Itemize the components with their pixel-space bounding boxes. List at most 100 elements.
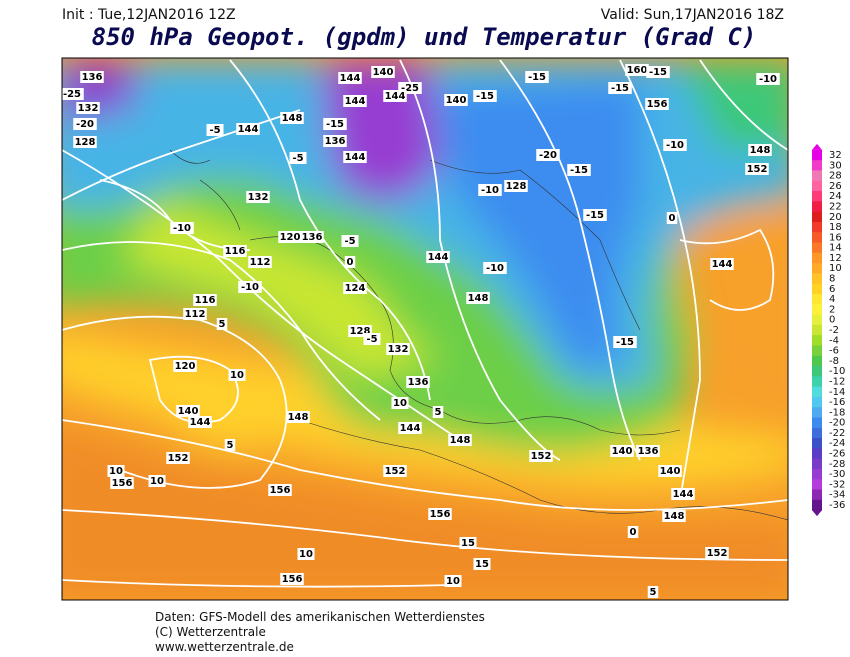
colorbar-label: 18 <box>829 222 842 233</box>
isoline-label-bg <box>613 336 637 348</box>
isoline-label-bg <box>428 508 452 520</box>
isoline-label-bg <box>444 575 462 587</box>
isoline-label: 120 <box>280 232 301 243</box>
isoline-label: 144 <box>385 91 406 102</box>
isoline-label-bg <box>432 406 444 418</box>
isoline-label: 140 <box>373 67 394 78</box>
colorbar-label: -22 <box>829 428 845 439</box>
colorbar-swatch <box>812 160 822 171</box>
isoline-label-bg <box>529 450 553 462</box>
colorbar-label: 14 <box>829 243 842 254</box>
isoline-label: 136 <box>302 232 323 243</box>
colorbar-label: 24 <box>829 191 842 202</box>
isoline-label: -10 <box>173 223 191 234</box>
isoline-label: 112 <box>250 257 271 268</box>
colorbar-label: -24 <box>829 438 845 449</box>
isoline-label: 152 <box>747 164 768 175</box>
colorbar-swatch <box>812 149 822 161</box>
footer-url: www.wetterzentrale.de <box>155 640 294 654</box>
isoline-label: 156 <box>270 485 291 496</box>
isoline-label: -15 <box>326 119 344 130</box>
colorbar-cap-bottom <box>812 510 822 517</box>
isoline-label: 116 <box>195 295 216 306</box>
isoline-label-bg <box>406 376 430 388</box>
isoline-label-bg <box>224 439 236 451</box>
colorbar-label: 30 <box>829 160 842 171</box>
colorbar-label: -26 <box>829 449 845 460</box>
colorbar-swatch <box>812 386 822 398</box>
isoline-label-bg <box>745 163 769 175</box>
footer-copyright: (C) Wetterzentrale <box>155 625 266 639</box>
colorbar-label: 6 <box>829 284 835 295</box>
isoline-label-bg <box>663 139 687 151</box>
isoline-label-bg <box>658 465 682 477</box>
isoline-label-bg <box>280 112 304 124</box>
isoline-label-bg <box>386 343 410 355</box>
isoline-label: 10 <box>150 476 164 487</box>
isoline-label: 156 <box>112 478 133 489</box>
colorbar-label: -12 <box>829 376 845 387</box>
isoline-label: -15 <box>476 91 494 102</box>
colorbar-label: 20 <box>829 212 842 223</box>
isoline-label-bg <box>448 434 472 446</box>
isoline-label-bg <box>323 118 347 130</box>
isoline-label-bg <box>567 164 591 176</box>
isoline-label-bg <box>343 282 367 294</box>
colorbar-swatch <box>812 438 822 449</box>
colorbar-swatch <box>812 252 822 264</box>
colorbar-label: 2 <box>829 304 835 315</box>
isoline-label-bg <box>238 281 262 293</box>
isoline-label-bg <box>671 488 695 500</box>
isoline-label: -15 <box>528 72 546 83</box>
isoline-label: 156 <box>430 509 451 520</box>
isoline-label: 132 <box>78 103 99 114</box>
isoline-label-bg <box>73 136 97 148</box>
isoline-label: 156 <box>647 99 668 110</box>
colorbar-label: 32 <box>829 150 842 161</box>
isoline-label-bg <box>473 558 491 570</box>
isoline-label: -10 <box>486 263 504 274</box>
isoline-label: -20 <box>539 150 557 161</box>
isoline-label: 144 <box>400 423 421 434</box>
isoline-label: 144 <box>345 96 366 107</box>
isoline-label: 0 <box>669 213 676 224</box>
isoline-label-bg <box>236 123 260 135</box>
isoline-label-bg <box>176 405 200 417</box>
isoline-label: 10 <box>299 549 313 560</box>
isoline-label: 156 <box>282 574 303 585</box>
isoline-label: -25 <box>63 89 81 100</box>
colorbar-label: 28 <box>829 171 842 182</box>
colorbar-swatch <box>812 396 822 408</box>
isoline-label-bg <box>371 66 395 78</box>
isoline-label-bg <box>363 333 381 345</box>
isoline-label-bg <box>110 477 134 489</box>
isoline-label: 136 <box>325 136 346 147</box>
isoline-label-bg <box>183 308 207 320</box>
isoline-label: 144 <box>712 259 733 270</box>
colorbar-swatch <box>812 273 822 285</box>
map-title: 850 hPa Geopot. (gpdm) und Temperatur (G… <box>92 23 757 51</box>
isoline-label-bg <box>483 262 507 274</box>
footer-source: Daten: GFS-Modell des amerikanischen Wet… <box>155 610 485 624</box>
isoline-label-bg <box>710 258 734 270</box>
colorbar-swatch <box>812 376 822 388</box>
colorbar-swatch <box>812 489 822 501</box>
isoline-label: 10 <box>230 370 244 381</box>
isoline-label-bg <box>223 245 247 257</box>
isoline-label-bg <box>478 184 502 196</box>
isoline-label: 140 <box>178 406 199 417</box>
isoline-label-bg <box>323 135 347 147</box>
isoline-label: -5 <box>292 153 303 164</box>
isoline-label-bg <box>297 548 315 560</box>
isoline-label: 112 <box>185 309 206 320</box>
init-time: Init : Tue,12JAN2016 12Z <box>62 7 236 23</box>
isoline-label: 116 <box>225 246 246 257</box>
isoline-label: 148 <box>282 113 303 124</box>
isoline-label: -15 <box>611 83 629 94</box>
colorbar-label: -6 <box>829 346 839 357</box>
colorbar-swatch <box>812 407 822 418</box>
colorbar-swatch <box>812 221 822 233</box>
isoline-label-bg <box>473 90 497 102</box>
colorbar-swatch <box>812 314 822 326</box>
isoline-label-bg <box>173 360 197 372</box>
